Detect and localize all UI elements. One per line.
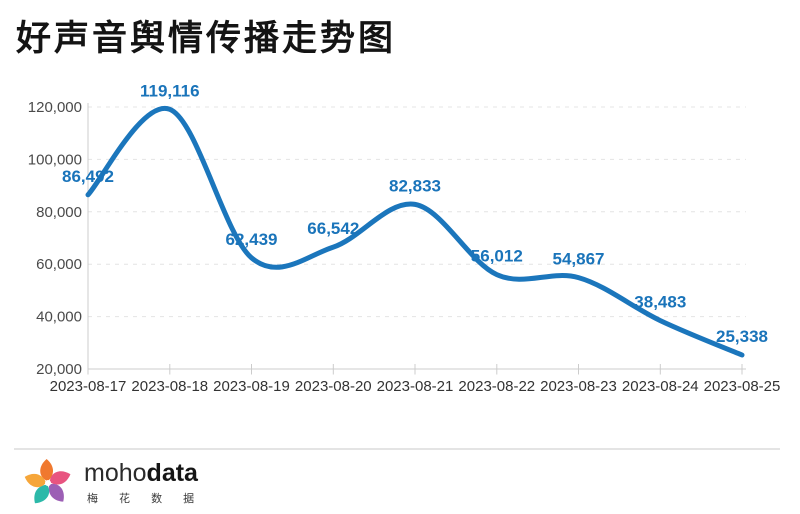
data-point-label: 119,116 (140, 81, 200, 100)
logo-petal (49, 471, 71, 485)
x-tick-label: 2023-08-22 (458, 378, 535, 395)
x-tick-label: 2023-08-25 (704, 378, 781, 395)
chart-title: 好声音舆情传播走势图 (16, 19, 397, 58)
data-point-label: 66,542 (307, 219, 359, 238)
data-point-label: 56,012 (471, 247, 523, 266)
logo-center (45, 480, 51, 486)
data-point-label: 62,439 (226, 230, 278, 249)
x-tick-label: 2023-08-20 (295, 378, 372, 395)
x-tick-label: 2023-08-18 (131, 378, 208, 395)
trend-line (85, 106, 745, 358)
y-tick-label: 100,000 (28, 151, 82, 168)
y-tick-label: 120,000 (28, 99, 82, 116)
x-tick-label: 2023-08-24 (622, 378, 699, 395)
brand-wordmark: mohodata (84, 460, 203, 486)
data-point-label: 82,833 (389, 176, 441, 195)
logo-petal (24, 473, 47, 488)
pinwheel-logo-icon (24, 458, 71, 504)
logo-petal (40, 458, 54, 482)
y-tick-label: 20,000 (36, 361, 82, 378)
data-point-label: 38,483 (634, 293, 686, 312)
brand-wordmark-bold: data (146, 459, 198, 488)
logo-petal (34, 484, 50, 504)
x-tick-label: 2023-08-21 (377, 378, 454, 395)
y-tick-label: 80,000 (36, 204, 82, 221)
data-point-label: 54,867 (553, 250, 605, 269)
footer-divider (14, 448, 780, 450)
data-point-label: 25,338 (716, 327, 768, 346)
x-tick-label: 2023-08-19 (213, 378, 290, 395)
x-tick-label: 2023-08-23 (540, 378, 617, 395)
logo-petal (48, 483, 64, 502)
y-tick-label: 40,000 (36, 309, 82, 326)
brand-logo: mohodata 梅 花 数 据 (22, 457, 203, 509)
x-tick-label: 2023-08-17 (50, 378, 127, 395)
data-point-label: 86,492 (62, 167, 114, 186)
trend-line-chart: 20,000 40,000 60,000 80,000 100,000 120,000 20… (28, 81, 781, 395)
brand-wordmark-regular: moho (84, 459, 147, 488)
y-tick-label: 60,000 (36, 256, 82, 273)
brand-text-block: mohodata 梅 花 数 据 (84, 460, 203, 505)
brand-subtext: 梅 花 数 据 (87, 492, 204, 505)
